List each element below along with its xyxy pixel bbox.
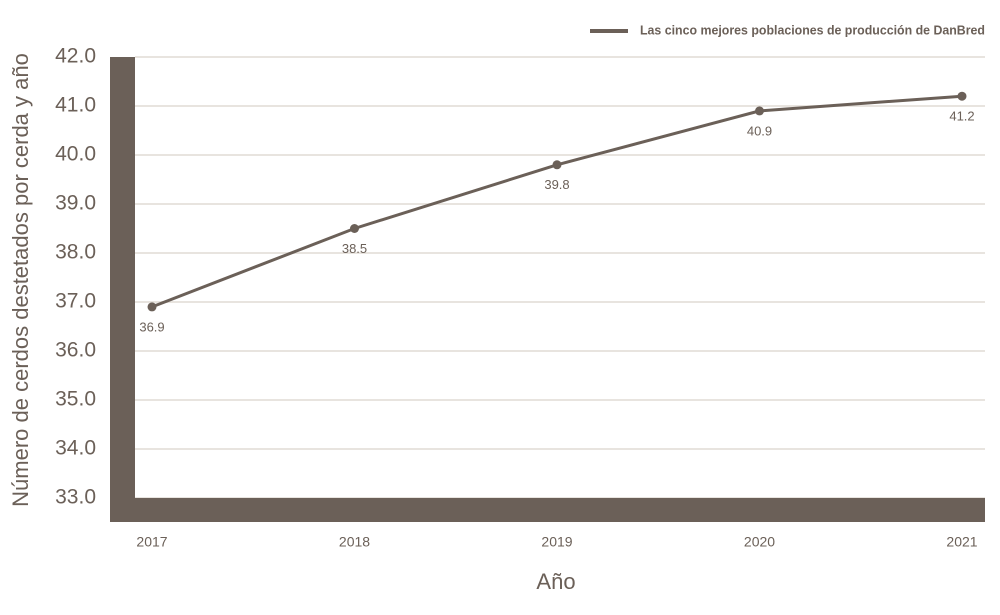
y-tick-label: 33.0 [55, 486, 96, 509]
data-label: 36.9 [139, 319, 164, 334]
x-tick-label: 2020 [744, 534, 775, 550]
y-tick-label: 42.0 [55, 45, 96, 68]
y-tick-label: 37.0 [55, 290, 96, 313]
y-tick-label: 40.0 [55, 143, 96, 166]
y-axis-title: Número de cerdos destetados por cerda y … [8, 53, 33, 507]
x-tick-label: 2021 [946, 534, 977, 550]
data-label: 39.8 [544, 177, 569, 192]
data-point [147, 302, 157, 312]
data-point [350, 224, 359, 233]
y-tick-label: 38.0 [55, 241, 96, 264]
x-tick-label: 2019 [541, 534, 572, 550]
x-tick-label: 2017 [136, 534, 167, 550]
y-tick-label: 39.0 [55, 192, 96, 215]
data-label: 40.9 [747, 123, 772, 138]
y-tick-label: 36.0 [55, 339, 96, 362]
data-label: 38.5 [342, 241, 367, 256]
x-axis-title: Año [536, 569, 575, 594]
data-point [957, 91, 967, 101]
y-tick-label: 34.0 [55, 437, 96, 460]
data-point [755, 106, 764, 116]
data-point [552, 160, 562, 170]
series-line [151, 94, 963, 309]
y-axis-bar [110, 57, 135, 522]
data-label: 41.2 [949, 109, 974, 124]
x-axis-bar [110, 498, 985, 522]
y-tick-label: 35.0 [55, 388, 96, 411]
legend-label: Las cinco mejores poblaciones de producc… [640, 22, 985, 37]
x-tick-label: 2018 [339, 534, 370, 550]
y-tick-label: 41.0 [55, 94, 96, 117]
